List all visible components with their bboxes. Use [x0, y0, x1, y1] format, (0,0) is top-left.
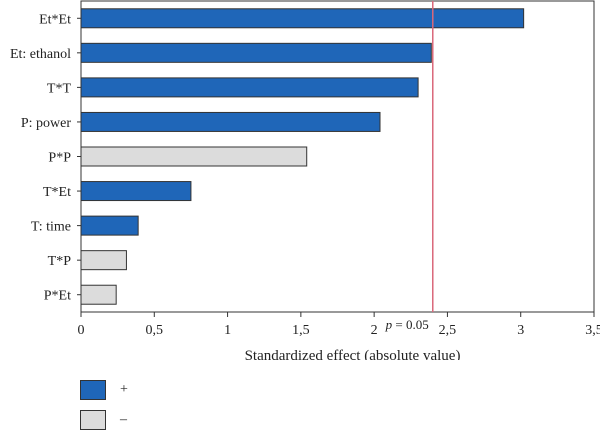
x-tick-label-2: 1: [224, 323, 231, 338]
bar-5: [80, 181, 192, 202]
x-tick-label-4: 2: [371, 323, 378, 338]
category-label-8: P*Et: [44, 289, 71, 304]
bar-3: [80, 111, 381, 132]
category-label-1: Et: ethanol: [10, 47, 71, 62]
bar-7: [80, 250, 127, 271]
category-label-0: Et*Et: [39, 12, 71, 27]
bar-2: [80, 77, 419, 98]
legend-label-negative: –: [120, 412, 127, 427]
x-tick-label-6: 3: [517, 323, 524, 338]
category-label-4: P*P: [48, 151, 71, 166]
x-tick-label-5: 2,5: [439, 323, 457, 338]
bar-4: [80, 146, 308, 167]
legend-swatch-negative: [80, 410, 106, 430]
category-label-6: T: time: [31, 220, 71, 235]
legend-positive: +: [80, 380, 128, 400]
category-label-5: T*Et: [43, 185, 71, 200]
significance-label: p = 0.05: [385, 317, 429, 332]
x-tick-label-3: 1,5: [292, 323, 310, 338]
category-label-2: T*T: [47, 81, 72, 96]
bar-8: [80, 284, 117, 305]
category-label-3: P: power: [21, 116, 72, 131]
x-axis-label: Standardized effect (absolute value): [245, 348, 461, 360]
legend-swatch-positive: [80, 380, 106, 400]
x-tick-label-7: 3,5: [585, 323, 600, 338]
legend-label-positive: +: [120, 382, 128, 397]
bar-1: [80, 42, 432, 63]
legend-negative: –: [80, 410, 127, 430]
pareto-chart: Et*Et Et: ethanol T*T P: power P*P T*Et T: tim…: [10, 0, 600, 360]
bar-6: [80, 215, 139, 236]
bar-0: [80, 8, 525, 29]
x-tick-label-0: 0: [78, 323, 85, 338]
x-tick-label-1: 0,5: [146, 323, 164, 338]
category-label-7: T*P: [48, 254, 72, 269]
